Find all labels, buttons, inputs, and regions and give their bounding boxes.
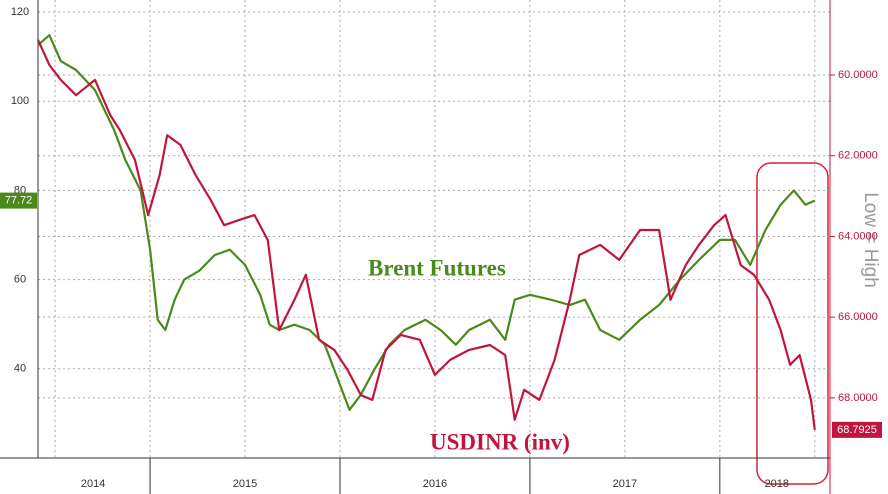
y-tick-label: 60 — [14, 274, 26, 286]
y-tick-label: 120 — [11, 6, 29, 18]
y2-tick-label: 68.0000 — [838, 392, 878, 404]
x-tick-label: 2016 — [423, 478, 447, 490]
x-tick-label: 2018 — [765, 478, 789, 490]
y2-tick-label: 60.0000 — [838, 69, 878, 81]
last-value-label: 68.7925 — [837, 424, 877, 436]
y2-axis-title: Low = High — [860, 192, 881, 288]
x-tick-label: 2017 — [613, 478, 637, 490]
y2-tick-label: 64.0000 — [838, 230, 878, 242]
series-label: Brent Futures — [368, 255, 506, 280]
y2-tick-label: 66.0000 — [838, 311, 878, 323]
series-label: USDINR (inv) — [430, 429, 570, 454]
series-line — [37, 34, 816, 411]
last-value-box — [0, 192, 37, 209]
series-line — [36, 39, 816, 431]
highlight-box — [756, 162, 829, 485]
last-value-box — [832, 421, 882, 438]
x-tick-label: 2014 — [81, 478, 105, 490]
x-tick-label: 2015 — [233, 478, 257, 490]
y2-tick-label: 62.0000 — [838, 150, 878, 162]
last-value-label: 77.72 — [5, 194, 33, 206]
y-tick-label: 40 — [14, 363, 26, 375]
y-tick-label: 100 — [11, 95, 29, 107]
